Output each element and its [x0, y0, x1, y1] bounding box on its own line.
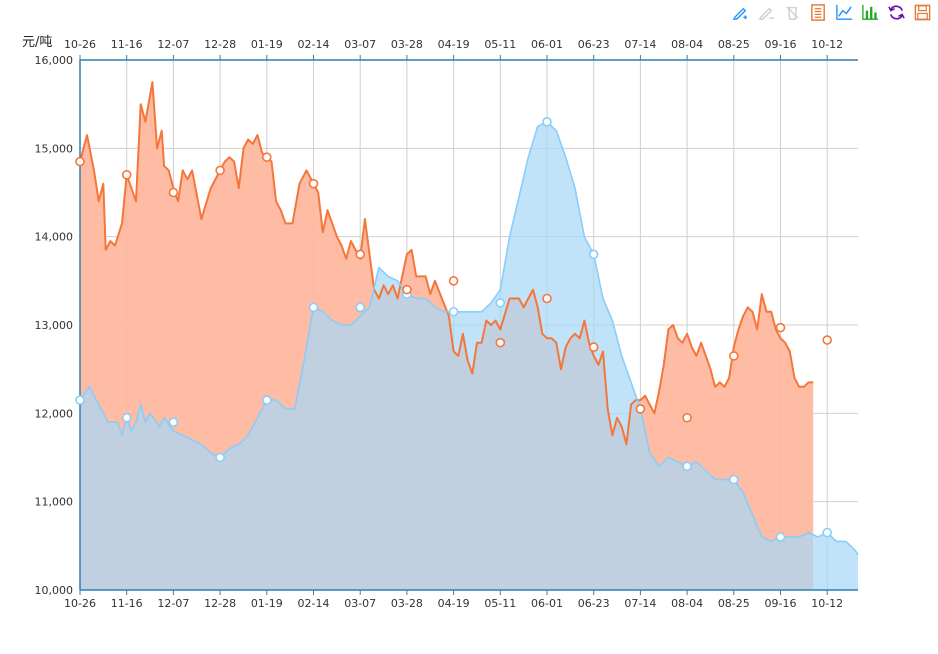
- y-axis-unit-label: 元/吨: [22, 35, 53, 50]
- y-tick-label: 12,000: [35, 407, 74, 420]
- x-tick-label-top: 12-28: [204, 38, 236, 51]
- series-a-point[interactable]: [542, 293, 552, 304]
- x-tick-label: 12-07: [157, 597, 189, 610]
- x-tick-label: 02-14: [298, 597, 330, 610]
- x-tick-label: 10-26: [64, 597, 96, 610]
- y-tick-label: 16,000: [35, 54, 74, 67]
- x-tick-label: 08-04: [671, 597, 703, 610]
- x-tick-label-top: 06-23: [578, 38, 610, 51]
- series-b-point[interactable]: [168, 417, 179, 427]
- series-b-point[interactable]: [495, 298, 506, 308]
- series-b-area: [80, 121, 858, 591]
- x-tick-label-top: 03-28: [391, 38, 423, 51]
- y-tick-label: 11,000: [35, 496, 74, 509]
- series-a-point[interactable]: [495, 337, 506, 348]
- series-b-point[interactable]: [121, 412, 132, 423]
- series-a-point[interactable]: [588, 342, 599, 352]
- x-tick-label-top: 06-01: [531, 38, 563, 51]
- series-a-point[interactable]: [168, 187, 179, 198]
- mark-clear-icon: [783, 3, 802, 22]
- series-a-point[interactable]: [261, 152, 272, 162]
- series-a-point[interactable]: [308, 178, 319, 189]
- series-a-point[interactable]: [448, 276, 459, 286]
- series-a-point[interactable]: [682, 412, 692, 423]
- x-tick-label-top: 08-04: [671, 38, 703, 51]
- line-chart-icon[interactable]: [835, 3, 854, 22]
- y-tick-label: 10,000: [35, 584, 74, 597]
- x-tick-label: 01-19: [251, 597, 283, 610]
- x-tick-label: 07-14: [624, 597, 656, 610]
- y-tick-label: 13,000: [35, 319, 74, 332]
- series-a-point[interactable]: [402, 284, 412, 295]
- series-b-point[interactable]: [775, 532, 786, 542]
- series-b-point[interactable]: [308, 302, 319, 313]
- data-view-icon[interactable]: [809, 3, 828, 22]
- x-tick-label-top: 09-16: [765, 38, 797, 51]
- series-a-point[interactable]: [822, 335, 833, 345]
- series-a-point[interactable]: [728, 351, 739, 361]
- series-b-point[interactable]: [215, 452, 225, 463]
- x-tick-label-top: 01-19: [251, 38, 283, 51]
- series-b-point[interactable]: [542, 117, 552, 127]
- x-tick-label-top: 03-07: [344, 38, 376, 51]
- x-tick-label: 06-23: [578, 597, 610, 610]
- series-a-point[interactable]: [215, 165, 225, 176]
- toolbox: [731, 3, 932, 22]
- series-a-point[interactable]: [775, 322, 786, 333]
- x-tick-label: 12-28: [204, 597, 236, 610]
- series-b-point[interactable]: [448, 306, 459, 317]
- series-a-point[interactable]: [121, 170, 132, 180]
- x-tick-label-top: 12-07: [157, 38, 189, 51]
- x-tick-label: 11-16: [111, 597, 143, 610]
- series-b-point[interactable]: [588, 249, 599, 260]
- bar-chart-icon[interactable]: [861, 3, 880, 22]
- series-a-point[interactable]: [355, 249, 366, 260]
- series-a-point[interactable]: [635, 404, 646, 414]
- series-b-point[interactable]: [75, 395, 85, 405]
- x-tick-label: 03-28: [391, 597, 423, 610]
- mark-pen-icon[interactable]: [731, 3, 750, 22]
- x-tick-label-top: 08-25: [718, 38, 750, 51]
- x-tick-label-top: 07-14: [624, 38, 656, 51]
- y-tick-label: 14,000: [35, 231, 74, 244]
- series-a-point[interactable]: [75, 156, 85, 167]
- series-b-point[interactable]: [728, 474, 739, 485]
- x-tick-label: 06-01: [531, 597, 563, 610]
- series-b-point[interactable]: [261, 395, 272, 405]
- x-tick-label-top: 04-19: [438, 38, 470, 51]
- x-tick-label-top: 11-16: [111, 38, 143, 51]
- x-tick-label: 09-16: [765, 597, 797, 610]
- series-a-line: [79, 81, 814, 446]
- x-tick-label: 04-19: [438, 597, 470, 610]
- x-tick-label: 10-12: [811, 597, 843, 610]
- series-b-point[interactable]: [682, 461, 692, 472]
- restore-icon[interactable]: [887, 3, 906, 22]
- save-image-icon[interactable]: [913, 3, 932, 22]
- series-b-point[interactable]: [822, 527, 833, 538]
- x-tick-label-top: 05-11: [484, 38, 516, 51]
- x-tick-label-top: 10-12: [811, 38, 843, 51]
- series-b-point[interactable]: [355, 302, 366, 313]
- x-tick-label: 05-11: [484, 597, 516, 610]
- x-tick-label-top: 10-26: [64, 38, 96, 51]
- x-tick-label: 03-07: [344, 597, 376, 610]
- x-tick-label-top: 02-14: [298, 38, 330, 51]
- y-tick-label: 15,000: [35, 142, 74, 155]
- x-tick-label: 08-25: [718, 597, 750, 610]
- mark-undo-icon: [757, 3, 776, 22]
